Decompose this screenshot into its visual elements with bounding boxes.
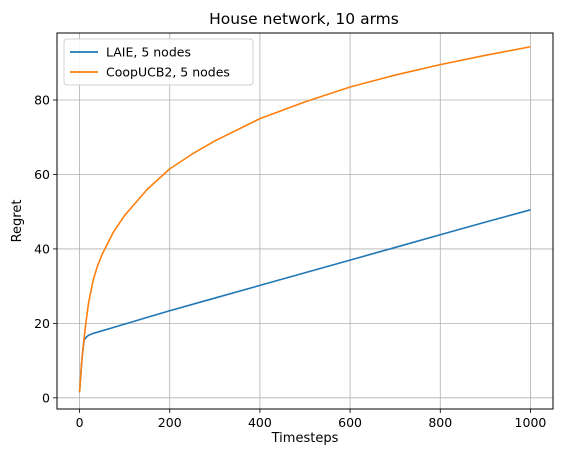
plot-frame [56, 32, 554, 410]
y-tick-label: 60 [34, 167, 50, 182]
legend-box [63, 38, 254, 86]
legend-label: LAIE, 5 nodes [106, 45, 191, 60]
y-tick-label: 20 [34, 316, 50, 331]
grid [57, 33, 553, 409]
x-tick-label: 0 [76, 415, 84, 430]
x-tick-label: 200 [158, 415, 182, 430]
ticks: 0 200 400 600 800 1000 0 20 40 60 80 [34, 93, 546, 430]
x-tick-label: 600 [338, 415, 362, 430]
series-layer [78, 45, 531, 393]
y-axis-label: Regret [10, 200, 25, 243]
y-tick-label: 40 [34, 241, 50, 256]
series-line-2 [78, 45, 531, 393]
y-tick-label: 80 [34, 93, 50, 108]
legend-label: CoopUCB2, 5 nodes [106, 65, 230, 80]
x-axis-label: Timesteps [271, 431, 339, 446]
x-tick-label: 1000 [515, 415, 547, 430]
series-line-1 [78, 209, 531, 393]
x-tick-label: 800 [428, 415, 452, 430]
legend: LAIE, 5 nodes CoopUCB2, 5 nodes [63, 38, 254, 86]
chart-title: House network, 10 arms [209, 10, 399, 28]
y-tick-label: 0 [42, 390, 50, 405]
x-tick-label: 400 [248, 415, 272, 430]
